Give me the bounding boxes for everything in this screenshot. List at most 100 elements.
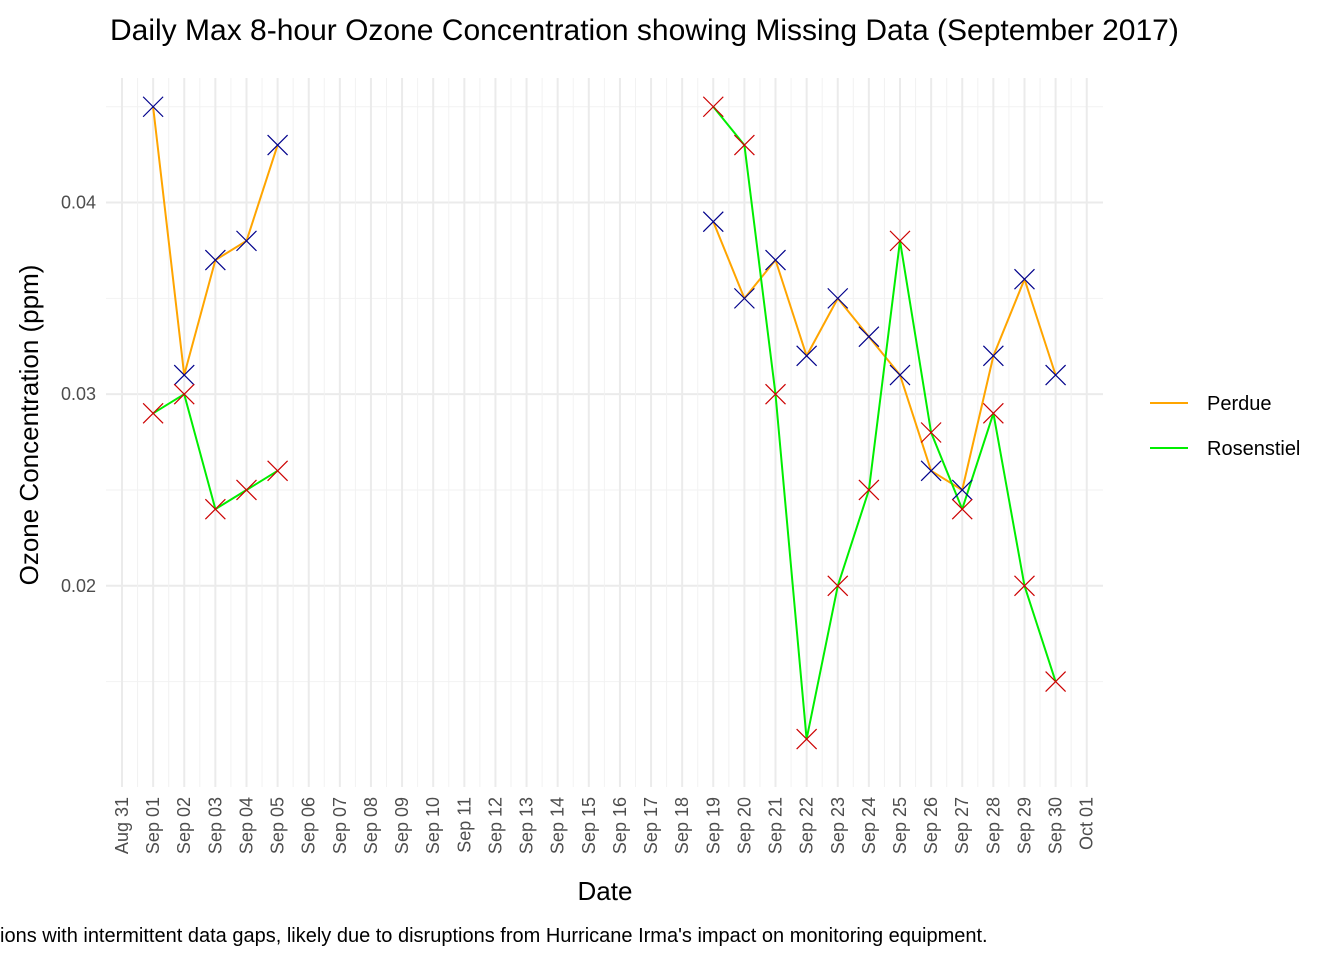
marker-stroke <box>702 96 724 118</box>
chart-caption: ions with intermittent data gaps, likely… <box>0 925 988 947</box>
data-point-perdue <box>765 249 786 271</box>
marker-stroke <box>733 134 755 156</box>
data-point-rosenstiel <box>920 422 942 443</box>
x-tick-label: Sep 21 <box>766 797 786 854</box>
x-tick-label: Aug 31 <box>112 797 132 854</box>
data-point-perdue <box>858 326 880 348</box>
marker-stroke <box>1014 268 1035 290</box>
data-point-perdue <box>827 287 849 309</box>
y-axis-title: Ozone Concentration (ppm) <box>14 265 44 586</box>
data-point-perdue <box>1014 268 1035 290</box>
legend-label-rosenstiel: Rosenstiel <box>1207 438 1300 460</box>
y-tick-labels: 0.02 0.03 0.04 <box>61 193 96 596</box>
x-tick-label: Sep 27 <box>952 797 972 854</box>
x-tick-label: Sep 28 <box>983 797 1003 854</box>
y-tick-label: 0.02 <box>61 576 96 596</box>
x-tick-label: Sep 22 <box>797 797 817 854</box>
data-point-rosenstiel <box>733 134 755 156</box>
data-point-perdue <box>733 287 755 309</box>
legend-label-perdue: Perdue <box>1207 393 1272 415</box>
marker-stroke <box>267 460 289 482</box>
marker-stroke <box>889 364 911 386</box>
data-point-rosenstiel <box>142 402 164 424</box>
marker-stroke <box>858 479 880 501</box>
marker-stroke <box>142 402 164 424</box>
x-tick-label: Sep 13 <box>517 797 537 854</box>
marker-stroke <box>204 498 226 520</box>
data-point-rosenstiel <box>702 96 724 118</box>
marker-stroke <box>236 479 257 501</box>
data-point-perdue <box>889 364 911 386</box>
legend: Perdue Rosenstiel <box>1150 393 1300 460</box>
x-tick-label: Sep 24 <box>859 797 879 854</box>
x-tick-label: Sep 14 <box>548 797 568 854</box>
data-point-rosenstiel <box>889 230 911 252</box>
marker-stroke <box>173 364 195 386</box>
marker-stroke <box>702 211 724 233</box>
x-tick-label: Sep 10 <box>423 797 443 854</box>
data-point-rosenstiel <box>951 498 973 520</box>
data-point-perdue <box>236 230 257 252</box>
data-point-rosenstiel <box>982 402 1004 424</box>
x-tick-label: Sep 08 <box>361 797 381 854</box>
marker-stroke <box>982 402 1004 424</box>
x-tick-label: Sep 06 <box>299 797 319 854</box>
x-axis-title: Date <box>578 876 633 906</box>
marker-stroke <box>951 479 973 501</box>
x-tick-label: Sep 29 <box>1014 797 1034 854</box>
data-point-perdue <box>173 364 195 386</box>
x-tick-label: Sep 18 <box>672 797 692 854</box>
x-tick-label: Sep 15 <box>579 797 599 854</box>
chart-title: Daily Max 8-hour Ozone Concentration sho… <box>110 14 1179 47</box>
marker-stroke <box>173 383 195 405</box>
marker-stroke <box>1045 364 1067 386</box>
data-point-perdue <box>920 460 942 482</box>
x-tick-label: Sep 19 <box>703 797 723 854</box>
data-point-perdue <box>204 249 226 271</box>
x-tick-label: Sep 05 <box>268 797 288 854</box>
x-tick-labels: Aug 31 Sep 01 Sep 02 Sep 03 Sep 04 Sep 05 Sep … <box>112 797 1097 854</box>
data-point-rosenstiel <box>204 498 226 520</box>
marker-stroke <box>858 326 880 348</box>
data-point-rosenstiel <box>173 383 195 405</box>
marker-stroke <box>982 345 1004 367</box>
data-point-perdue <box>951 479 973 501</box>
x-tick-label: Sep 30 <box>1046 797 1066 854</box>
marker-stroke <box>142 96 164 118</box>
x-tick-label: Sep 23 <box>828 797 848 854</box>
x-tick-label: Sep 03 <box>205 797 225 854</box>
x-tick-label: Oct 01 <box>1077 797 1097 850</box>
marker-stroke <box>827 287 849 309</box>
x-tick-label: Sep 04 <box>236 797 256 854</box>
data-point-rosenstiel <box>796 728 818 750</box>
x-tick-label: Sep 12 <box>485 797 505 854</box>
series-line-rosenstiel <box>712 106 1057 741</box>
data-point-perdue <box>267 134 289 156</box>
marker-stroke <box>1014 575 1035 597</box>
y-tick-label: 0.03 <box>61 384 96 404</box>
data-point-perdue <box>982 345 1004 367</box>
data-point-rosenstiel <box>1014 575 1035 597</box>
data-point-perdue <box>142 96 164 118</box>
marker-stroke <box>204 249 226 271</box>
data-point-perdue <box>702 211 724 233</box>
marker-stroke <box>827 575 849 597</box>
x-tick-label: Sep 11 <box>454 797 474 853</box>
marker-stroke <box>889 230 911 252</box>
data-point-rosenstiel <box>236 479 257 501</box>
marker-stroke <box>920 460 942 482</box>
data-point-perdue <box>796 345 818 367</box>
grid-lines <box>106 78 1103 787</box>
marker-stroke <box>951 498 973 520</box>
x-tick-label: Sep 16 <box>610 797 630 854</box>
y-tick-label: 0.04 <box>61 193 96 213</box>
marker-stroke <box>1045 671 1067 693</box>
series-markers <box>142 96 1067 750</box>
x-tick-label: Sep 20 <box>734 797 754 854</box>
x-tick-label: Sep 09 <box>392 797 412 854</box>
x-tick-label: Sep 26 <box>921 797 941 854</box>
data-point-rosenstiel <box>827 575 849 597</box>
x-tick-label: Sep 17 <box>641 797 661 854</box>
x-tick-label: Sep 01 <box>143 797 163 854</box>
